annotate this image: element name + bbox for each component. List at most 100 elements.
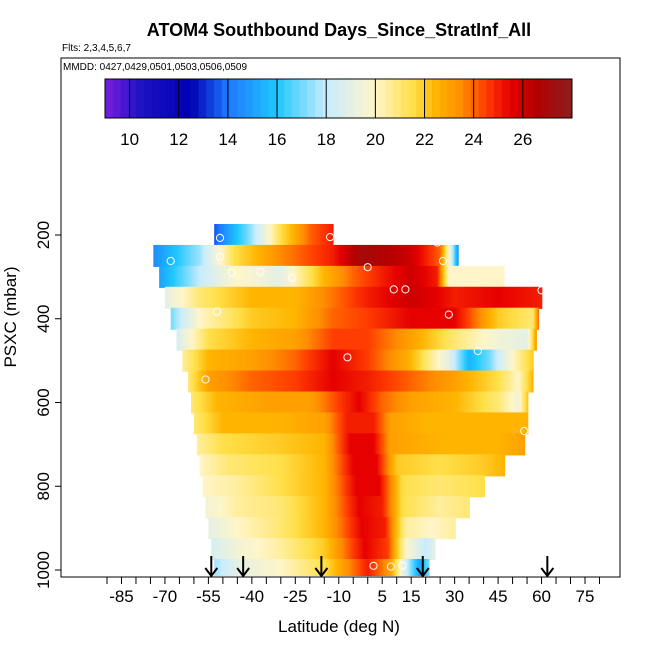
heatmap-cell xyxy=(278,391,280,414)
heatmap-cell xyxy=(409,370,411,393)
heatmap-cell xyxy=(198,370,200,393)
heatmap-cell xyxy=(421,433,424,456)
heatmap-cell xyxy=(365,265,367,288)
heatmap-cell xyxy=(378,475,380,498)
heatmap-cell xyxy=(208,475,210,498)
heatmap-cell xyxy=(346,328,348,351)
heatmap-cell xyxy=(234,349,236,372)
heatmap-cell xyxy=(441,391,443,414)
heatmap-cell xyxy=(211,244,213,267)
heatmap-cell xyxy=(160,265,162,288)
heatmap-cell xyxy=(161,244,163,267)
heatmap-cell xyxy=(387,307,390,330)
heatmap-cell xyxy=(516,307,519,330)
heatmap-cell xyxy=(479,286,482,309)
heatmap-cell xyxy=(378,454,381,477)
heatmap-cell xyxy=(179,286,182,309)
heatmap-cell xyxy=(319,265,321,288)
heatmap-cell xyxy=(331,475,333,498)
heatmap-cell xyxy=(359,412,362,435)
heatmap-cell xyxy=(277,328,279,351)
heatmap-cell xyxy=(412,475,414,498)
heatmap-cell xyxy=(435,265,437,288)
heatmap-cell xyxy=(326,370,328,393)
heatmap-cell xyxy=(528,286,531,309)
heatmap-cell xyxy=(436,307,439,330)
heatmap-cell xyxy=(440,517,442,540)
heatmap-cell xyxy=(460,370,462,393)
heatmap-cell xyxy=(438,412,441,435)
heatmap-cell xyxy=(415,244,417,267)
heatmap-cell xyxy=(351,265,353,288)
heatmap-cell xyxy=(271,559,273,576)
heatmap-cell xyxy=(493,391,495,414)
heatmap-cell xyxy=(388,412,391,435)
heatmap-cell xyxy=(269,496,271,519)
heatmap-cell xyxy=(203,391,205,414)
heatmap-cell xyxy=(381,538,383,561)
heatmap-cell xyxy=(366,307,369,330)
heatmap-cell xyxy=(414,496,416,519)
heatmap-cell xyxy=(383,433,386,456)
heatmap-cell xyxy=(222,328,224,351)
heatmap-cell xyxy=(234,391,236,414)
heatmap-cell xyxy=(387,475,389,498)
heatmap-cell xyxy=(529,370,531,393)
heatmap-cell xyxy=(281,286,284,309)
heatmap-cell xyxy=(394,349,396,372)
heatmap-cell xyxy=(522,328,524,351)
heatmap-cell xyxy=(292,517,294,540)
heatmap-cell xyxy=(176,265,178,288)
heatmap-cell xyxy=(475,265,477,288)
heatmap-cell xyxy=(278,349,280,372)
heatmap-cell xyxy=(520,412,523,435)
heatmap-cell xyxy=(328,370,330,393)
heatmap-cell xyxy=(297,370,299,393)
heatmap-cell xyxy=(386,496,388,519)
heatmap-cell xyxy=(297,349,299,372)
heatmap-cell xyxy=(460,391,462,414)
heatmap-cell xyxy=(240,286,243,309)
heatmap-cell xyxy=(189,307,192,330)
heatmap-cell xyxy=(335,265,337,288)
heatmap-cell xyxy=(217,328,219,351)
heatmap-cell xyxy=(337,244,339,267)
heatmap-cell xyxy=(418,244,420,267)
heatmap-cell xyxy=(220,475,222,498)
heatmap-cell xyxy=(389,328,391,351)
heatmap-cell xyxy=(241,265,243,288)
heatmap-cell xyxy=(387,412,390,435)
heatmap-cell xyxy=(180,328,182,351)
heatmap-cell xyxy=(458,433,461,456)
heatmap-cell xyxy=(329,370,331,393)
heatmap-cell xyxy=(430,517,432,540)
heatmap-cell xyxy=(270,412,273,435)
heatmap-cell xyxy=(449,265,451,288)
heatmap-cell xyxy=(269,475,271,498)
heatmap-cell xyxy=(469,286,472,309)
heatmap-cell xyxy=(503,391,505,414)
heatmap-cell xyxy=(356,328,358,351)
heatmap-cell xyxy=(167,244,169,267)
heatmap-cell xyxy=(349,475,351,498)
heatmap-cell xyxy=(284,224,286,246)
heatmap-cell xyxy=(364,370,366,393)
heatmap-cell xyxy=(288,391,290,414)
heatmap-cell xyxy=(290,454,293,477)
heatmap-cell xyxy=(250,307,253,330)
heatmap-cell xyxy=(314,328,316,351)
heatmap-cell xyxy=(268,349,270,372)
heatmap-cell xyxy=(352,538,354,561)
heatmap-cell xyxy=(433,307,436,330)
heatmap-cell xyxy=(450,412,453,435)
heatmap-cell xyxy=(450,307,453,330)
heatmap-cell xyxy=(210,496,212,519)
heatmap-cell xyxy=(423,391,425,414)
heatmap-cell xyxy=(261,244,263,267)
heatmap-cell xyxy=(266,433,269,456)
heatmap-cell xyxy=(378,517,380,540)
heatmap-cell xyxy=(261,412,264,435)
heatmap-cell xyxy=(245,454,248,477)
heatmap-cell xyxy=(271,286,274,309)
heatmap-cell xyxy=(451,496,453,519)
